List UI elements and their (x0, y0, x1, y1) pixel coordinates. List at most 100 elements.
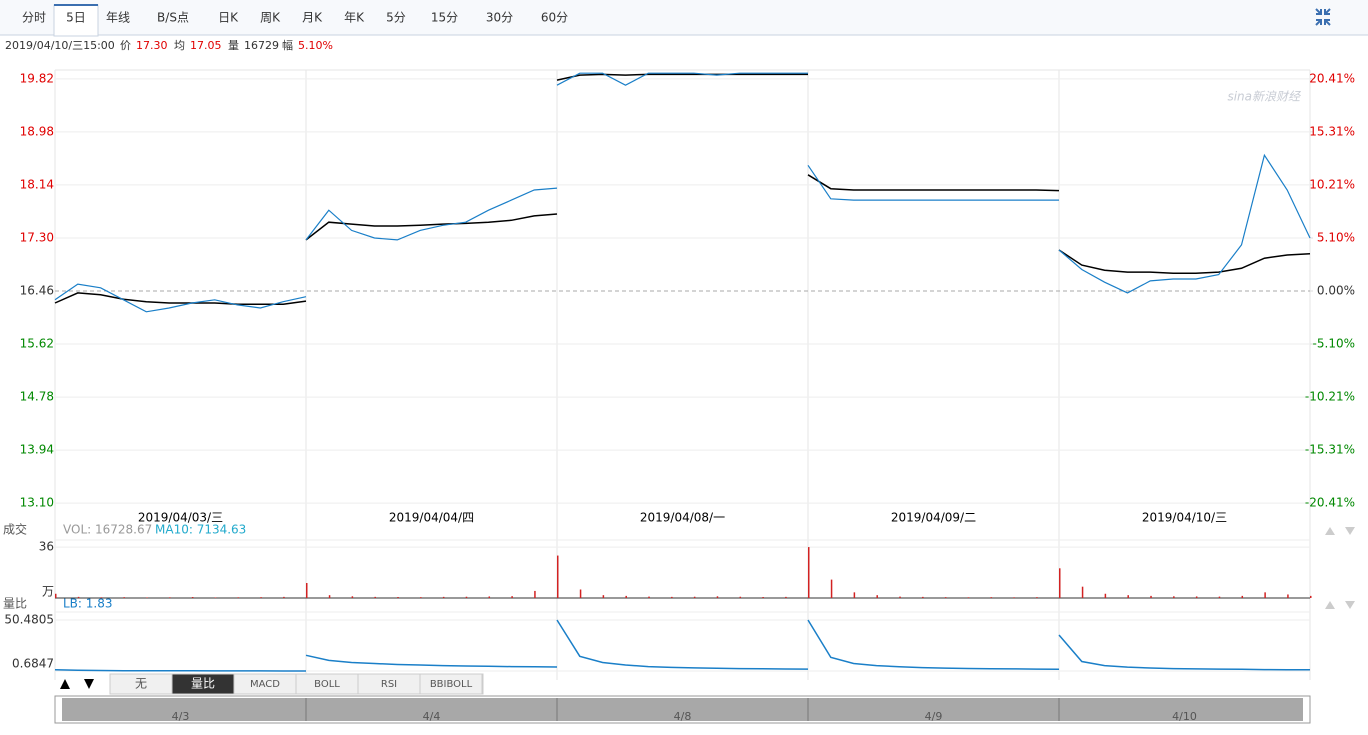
x-tick-label: 2019/04/03/三 (138, 511, 223, 525)
toolbar-tab[interactable]: B/S点 (157, 11, 189, 25)
info-value: 17.30 (136, 39, 168, 52)
volume-bar (123, 597, 125, 598)
y2-tick-label: -15.31% (1305, 443, 1355, 457)
volume-bar (420, 597, 422, 598)
avg-line (54, 292, 307, 306)
y-tick-label: 18.14 (20, 177, 54, 191)
navigator-window[interactable] (62, 698, 1303, 721)
volume-bar (1264, 592, 1266, 598)
y2-tick-label: 10.21% (1309, 177, 1355, 191)
collapse-icon[interactable] (1315, 8, 1331, 26)
volume-bar (716, 596, 719, 598)
panel-title: 成交 (3, 522, 27, 537)
y2-tick-label: -20.41% (1305, 496, 1355, 510)
info-value: 5.10% (298, 39, 333, 52)
price-line (305, 187, 558, 241)
y-tick-label: 16.46 (20, 284, 54, 298)
lb-line (305, 654, 558, 668)
info-time: 2019/04/10/三15:00 (5, 39, 115, 52)
info-value: 17.05 (190, 39, 222, 52)
info-label: 量 (228, 39, 239, 52)
volume-panel: 成交 VOL: 16728.67 MA10: 7134.63 36 万 (3, 522, 1312, 599)
y2-tick-label: 0.00% (1317, 284, 1355, 298)
volume-bar (534, 590, 536, 598)
avg-line (556, 73, 808, 81)
volume-bar (899, 596, 901, 598)
lb-panel: 量比 LB: 1.83 50.4805 0.6847 (3, 597, 1311, 672)
y2-tick-label: 20.41% (1309, 71, 1355, 85)
panel-arrows[interactable] (1325, 527, 1355, 609)
volume-bar (283, 596, 285, 598)
volume-bar (1218, 596, 1221, 598)
volume-bar (1241, 595, 1244, 598)
toolbar-tab[interactable]: 30分 (486, 11, 513, 25)
toolbar-tab[interactable]: 60分 (541, 11, 568, 25)
y-tick-label: 15.62 (20, 337, 54, 351)
y2-tick-label: 5.10% (1317, 230, 1355, 244)
panel-legend: VOL: 16728.67 (63, 523, 152, 537)
x-tick-label: 2019/04/09/二 (891, 511, 976, 525)
bottom-tab[interactable]: 量比 (191, 677, 215, 691)
panel-title: 量比 (3, 597, 27, 611)
bottom-tab[interactable]: MACD (250, 679, 280, 690)
price-line (556, 72, 808, 86)
y-tick-label: 17.30 (20, 230, 54, 244)
volume-bar (830, 579, 833, 598)
toolbar-tab[interactable]: 5分 (386, 11, 406, 25)
y-tick-label: 13.10 (20, 496, 54, 510)
x-tick-label: 2019/04/04/四 (389, 511, 474, 525)
y2-tick-label: -5.10% (1313, 337, 1355, 351)
volume-bar (465, 596, 468, 598)
volume-bar (169, 597, 171, 598)
volume-bar (260, 597, 262, 598)
tab-bg[interactable] (419, 673, 483, 695)
bottom-tab[interactable]: RSI (381, 679, 397, 690)
y2-tick-label: -10.21% (1305, 390, 1355, 404)
volume-bar (191, 597, 194, 598)
toolbar-tab[interactable]: 年线 (106, 11, 130, 25)
volume-bar (625, 595, 627, 598)
y-tick-label: 18.98 (20, 124, 54, 138)
lb-line (807, 619, 1060, 670)
watermark: sina新浪财经 (1227, 90, 1302, 104)
toolbar-tab[interactable]: 年K (344, 11, 365, 25)
toolbar-tab[interactable]: 15分 (431, 11, 458, 25)
navigator: 4/3 4/4 4/8 4/9 4/10 (172, 698, 1197, 723)
nav-label: 4/3 (172, 710, 190, 723)
bottom-tab[interactable]: BBIBOLL (430, 679, 473, 690)
price-line (807, 164, 1059, 201)
info-value: 16729 (244, 39, 279, 52)
info-bar: 2019/04/10/三15:00 价 17.30 均 17.05 量 16729 幅 5.10… (5, 39, 333, 52)
toolbar-tab[interactable]: 日K (218, 11, 239, 25)
price-panel: 19.82 18.98 18.14 17.30 16.46 15.62 14.78 13.94… (20, 69, 1355, 680)
volume-bar (944, 597, 947, 598)
volume-bar (876, 595, 878, 598)
volume-bar (808, 547, 810, 598)
volume-bar (397, 597, 399, 598)
y-tick-label: 50.4805 (4, 613, 54, 627)
volume-bar (922, 596, 924, 598)
unit-label: 万 (42, 585, 54, 599)
volume-bar (146, 597, 148, 598)
volume-bar (579, 589, 582, 598)
bottom-tabs: 无 量比 MACD BOLL RSI BBIBOLL (109, 673, 484, 695)
volume-bar (671, 596, 673, 598)
bottom-tab[interactable]: BOLL (314, 679, 340, 690)
toolbar-tab[interactable]: 周K (260, 11, 281, 25)
bottom-tab[interactable]: 无 (135, 677, 147, 691)
scroll-arrows[interactable] (60, 679, 94, 689)
volume-bar (693, 596, 696, 598)
nav-label: 4/8 (674, 710, 692, 723)
x-tick-label: 2019/04/08/一 (640, 511, 725, 525)
volume-bar (100, 597, 103, 598)
y-tick-label: 19.82 (20, 71, 54, 85)
volume-bar (55, 593, 57, 598)
volume-bar (237, 597, 240, 598)
price-line (54, 283, 307, 313)
lb-line (556, 619, 809, 670)
toolbar-tab[interactable]: 分时 (22, 11, 46, 25)
toolbar-tab[interactable]: 5日 (66, 11, 86, 25)
toolbar-tab[interactable]: 月K (302, 11, 323, 25)
volume-bar (1127, 595, 1129, 598)
